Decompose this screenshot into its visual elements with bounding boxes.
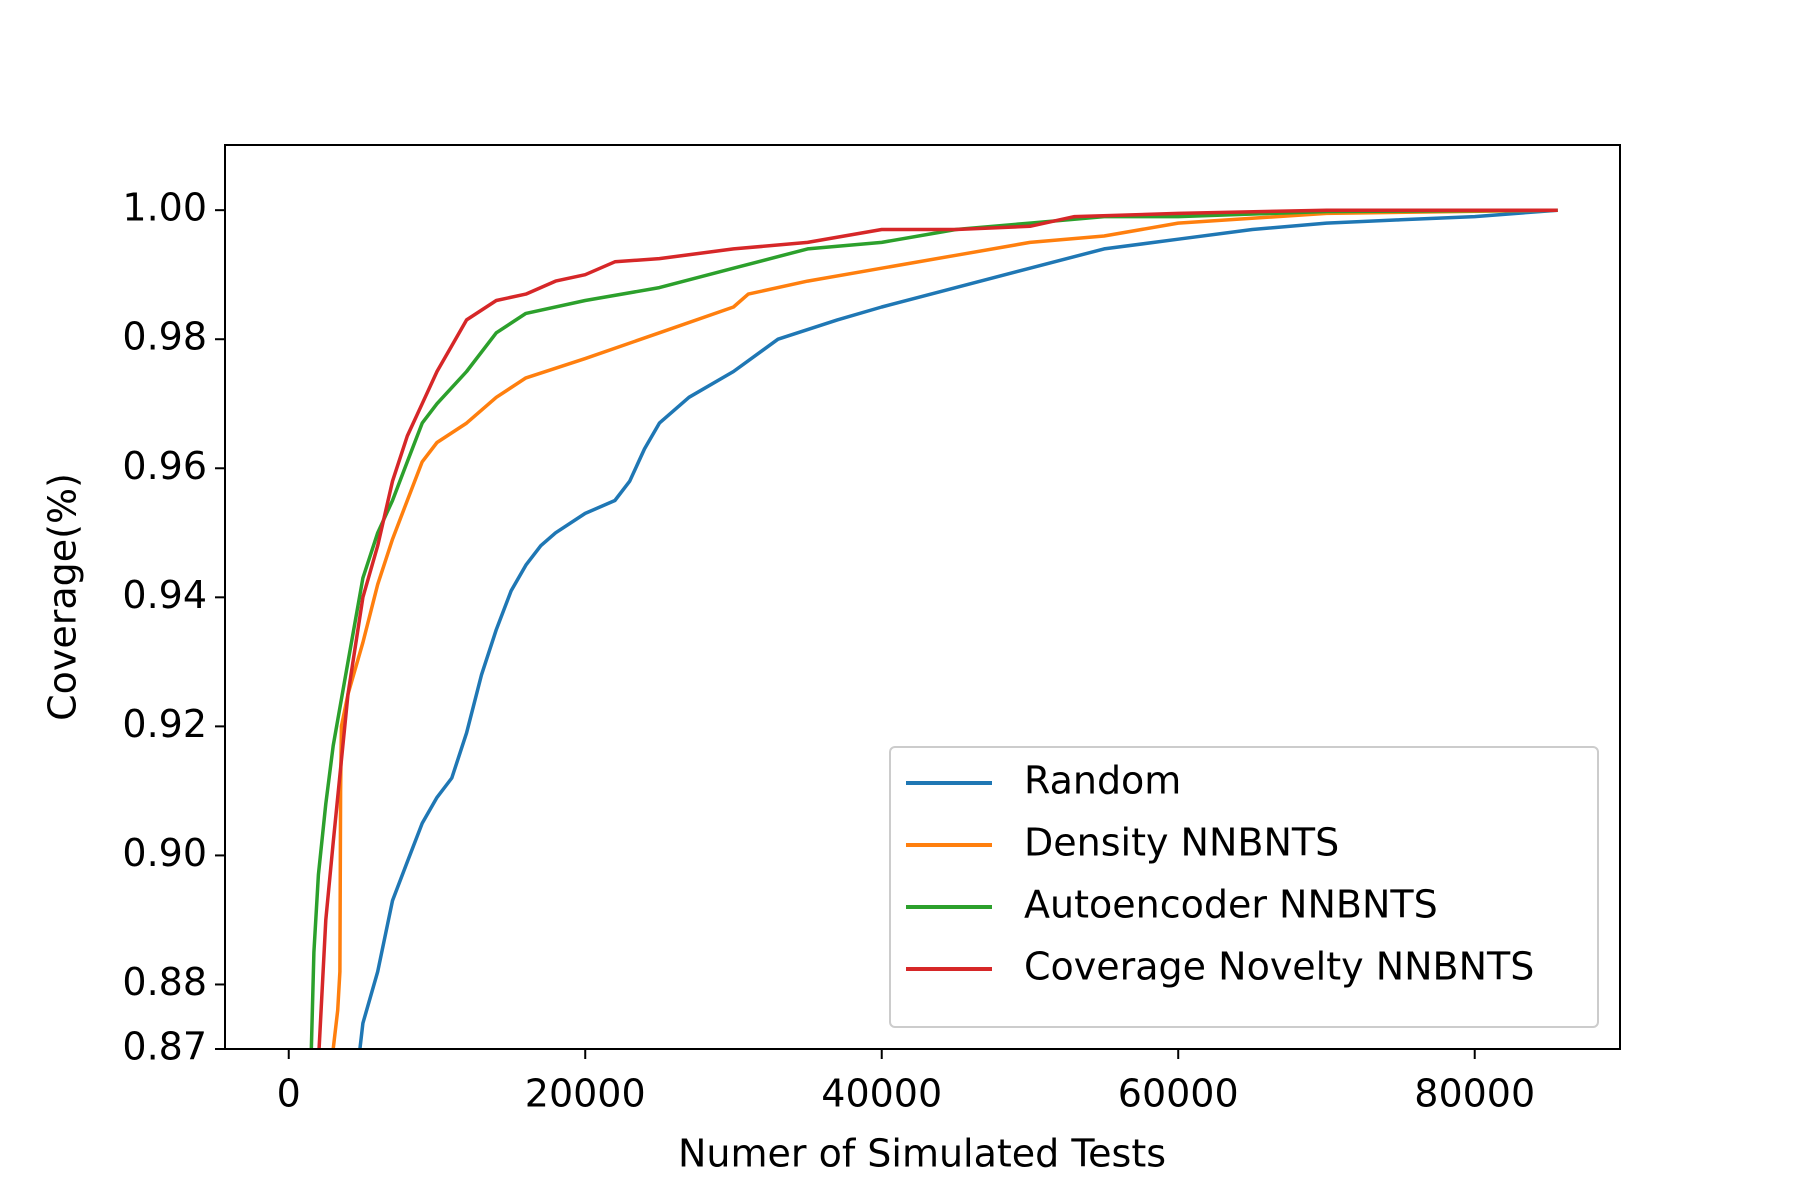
y-tick-label: 0.98 [122,315,207,359]
x-axis-label: Numer of Simulated Tests [678,1132,1166,1176]
series-line [317,208,1558,1049]
y-axis-label: Coverage(%) [41,473,85,721]
x-tick-label: 40000 [821,1072,942,1116]
plot-area [309,208,1558,1049]
y-tick-label: 0.94 [122,573,207,617]
series-line [331,208,1558,1049]
y-tick-label: 0.87 [122,1025,207,1069]
legend-label: Coverage Novelty NNBNTS [1024,945,1534,989]
legend-label: Random [1024,759,1181,803]
y-tick-label: 0.96 [122,444,207,488]
y-tick-label: 1.00 [122,186,207,230]
x-tick-label: 20000 [525,1072,646,1116]
legend-box [889,746,1599,1028]
series-line [309,208,1558,1049]
x-tick-label: 60000 [1118,1072,1239,1116]
x-tick-label: 80000 [1414,1072,1535,1116]
y-tick-label: 0.88 [122,960,207,1004]
x-tick-label: 0 [277,1072,301,1116]
y-tick-label: 0.92 [122,702,207,746]
legend-label: Autoencoder NNBNTS [1024,883,1438,927]
y-tick-label: 0.90 [122,831,207,875]
legend-label: Density NNBNTS [1024,821,1339,865]
series-line [358,208,1558,1049]
